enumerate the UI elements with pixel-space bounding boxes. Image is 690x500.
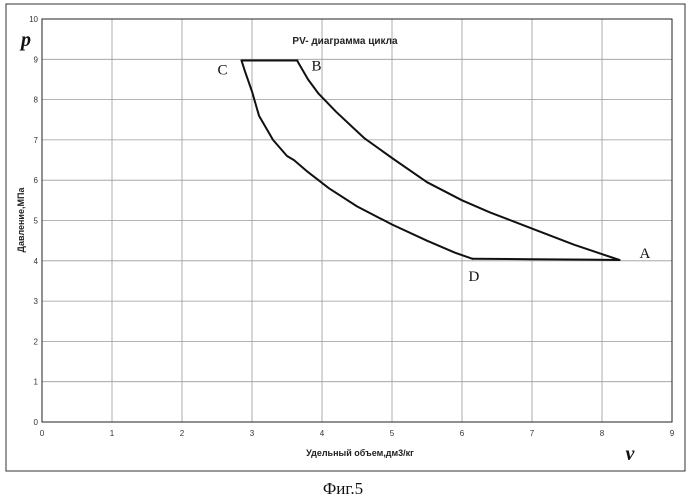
y-tick-label: 6 bbox=[34, 176, 39, 185]
x-tick-label: 0 bbox=[40, 429, 45, 438]
y-axis-label: Давление,МПа bbox=[16, 187, 26, 253]
x-tick-label: 4 bbox=[320, 429, 325, 438]
y-tick-label: 5 bbox=[34, 217, 39, 226]
x-tick-label: 7 bbox=[530, 429, 535, 438]
y-tick-label: 0 bbox=[34, 418, 39, 427]
y-tick-label: 9 bbox=[34, 55, 39, 64]
x-tick-label: 1 bbox=[110, 429, 115, 438]
x-tick-label: 8 bbox=[600, 429, 605, 438]
y-tick-label: 8 bbox=[34, 96, 39, 105]
y-tick-label: 3 bbox=[34, 297, 39, 306]
y-tick-label: 7 bbox=[34, 136, 39, 145]
y-axis-symbol: p bbox=[19, 29, 31, 51]
x-tick-label: 6 bbox=[460, 429, 465, 438]
x-tick-label: 3 bbox=[250, 429, 255, 438]
y-tick-label: 10 bbox=[29, 15, 38, 24]
outer-frame bbox=[6, 4, 685, 471]
point-label-c: C bbox=[218, 63, 228, 79]
chart-title: PV- диаграмма цикла bbox=[292, 36, 398, 47]
cycle-segment-4 bbox=[473, 259, 620, 260]
point-label-b: B bbox=[312, 59, 322, 75]
x-axis-label: Удельный объем,дм3/кг bbox=[306, 448, 414, 458]
point-label-d: D bbox=[469, 269, 480, 285]
x-axis-symbol: v bbox=[626, 443, 636, 465]
figure-caption: Фиг.5 bbox=[323, 479, 363, 498]
x-tick-label: 2 bbox=[180, 429, 185, 438]
y-tick-label: 1 bbox=[34, 378, 39, 387]
point-label-a: A bbox=[640, 246, 651, 262]
y-tick-label: 4 bbox=[34, 257, 39, 266]
x-tick-label: 9 bbox=[670, 429, 675, 438]
x-tick-label: 5 bbox=[390, 429, 395, 438]
y-tick-label: 2 bbox=[34, 337, 39, 346]
